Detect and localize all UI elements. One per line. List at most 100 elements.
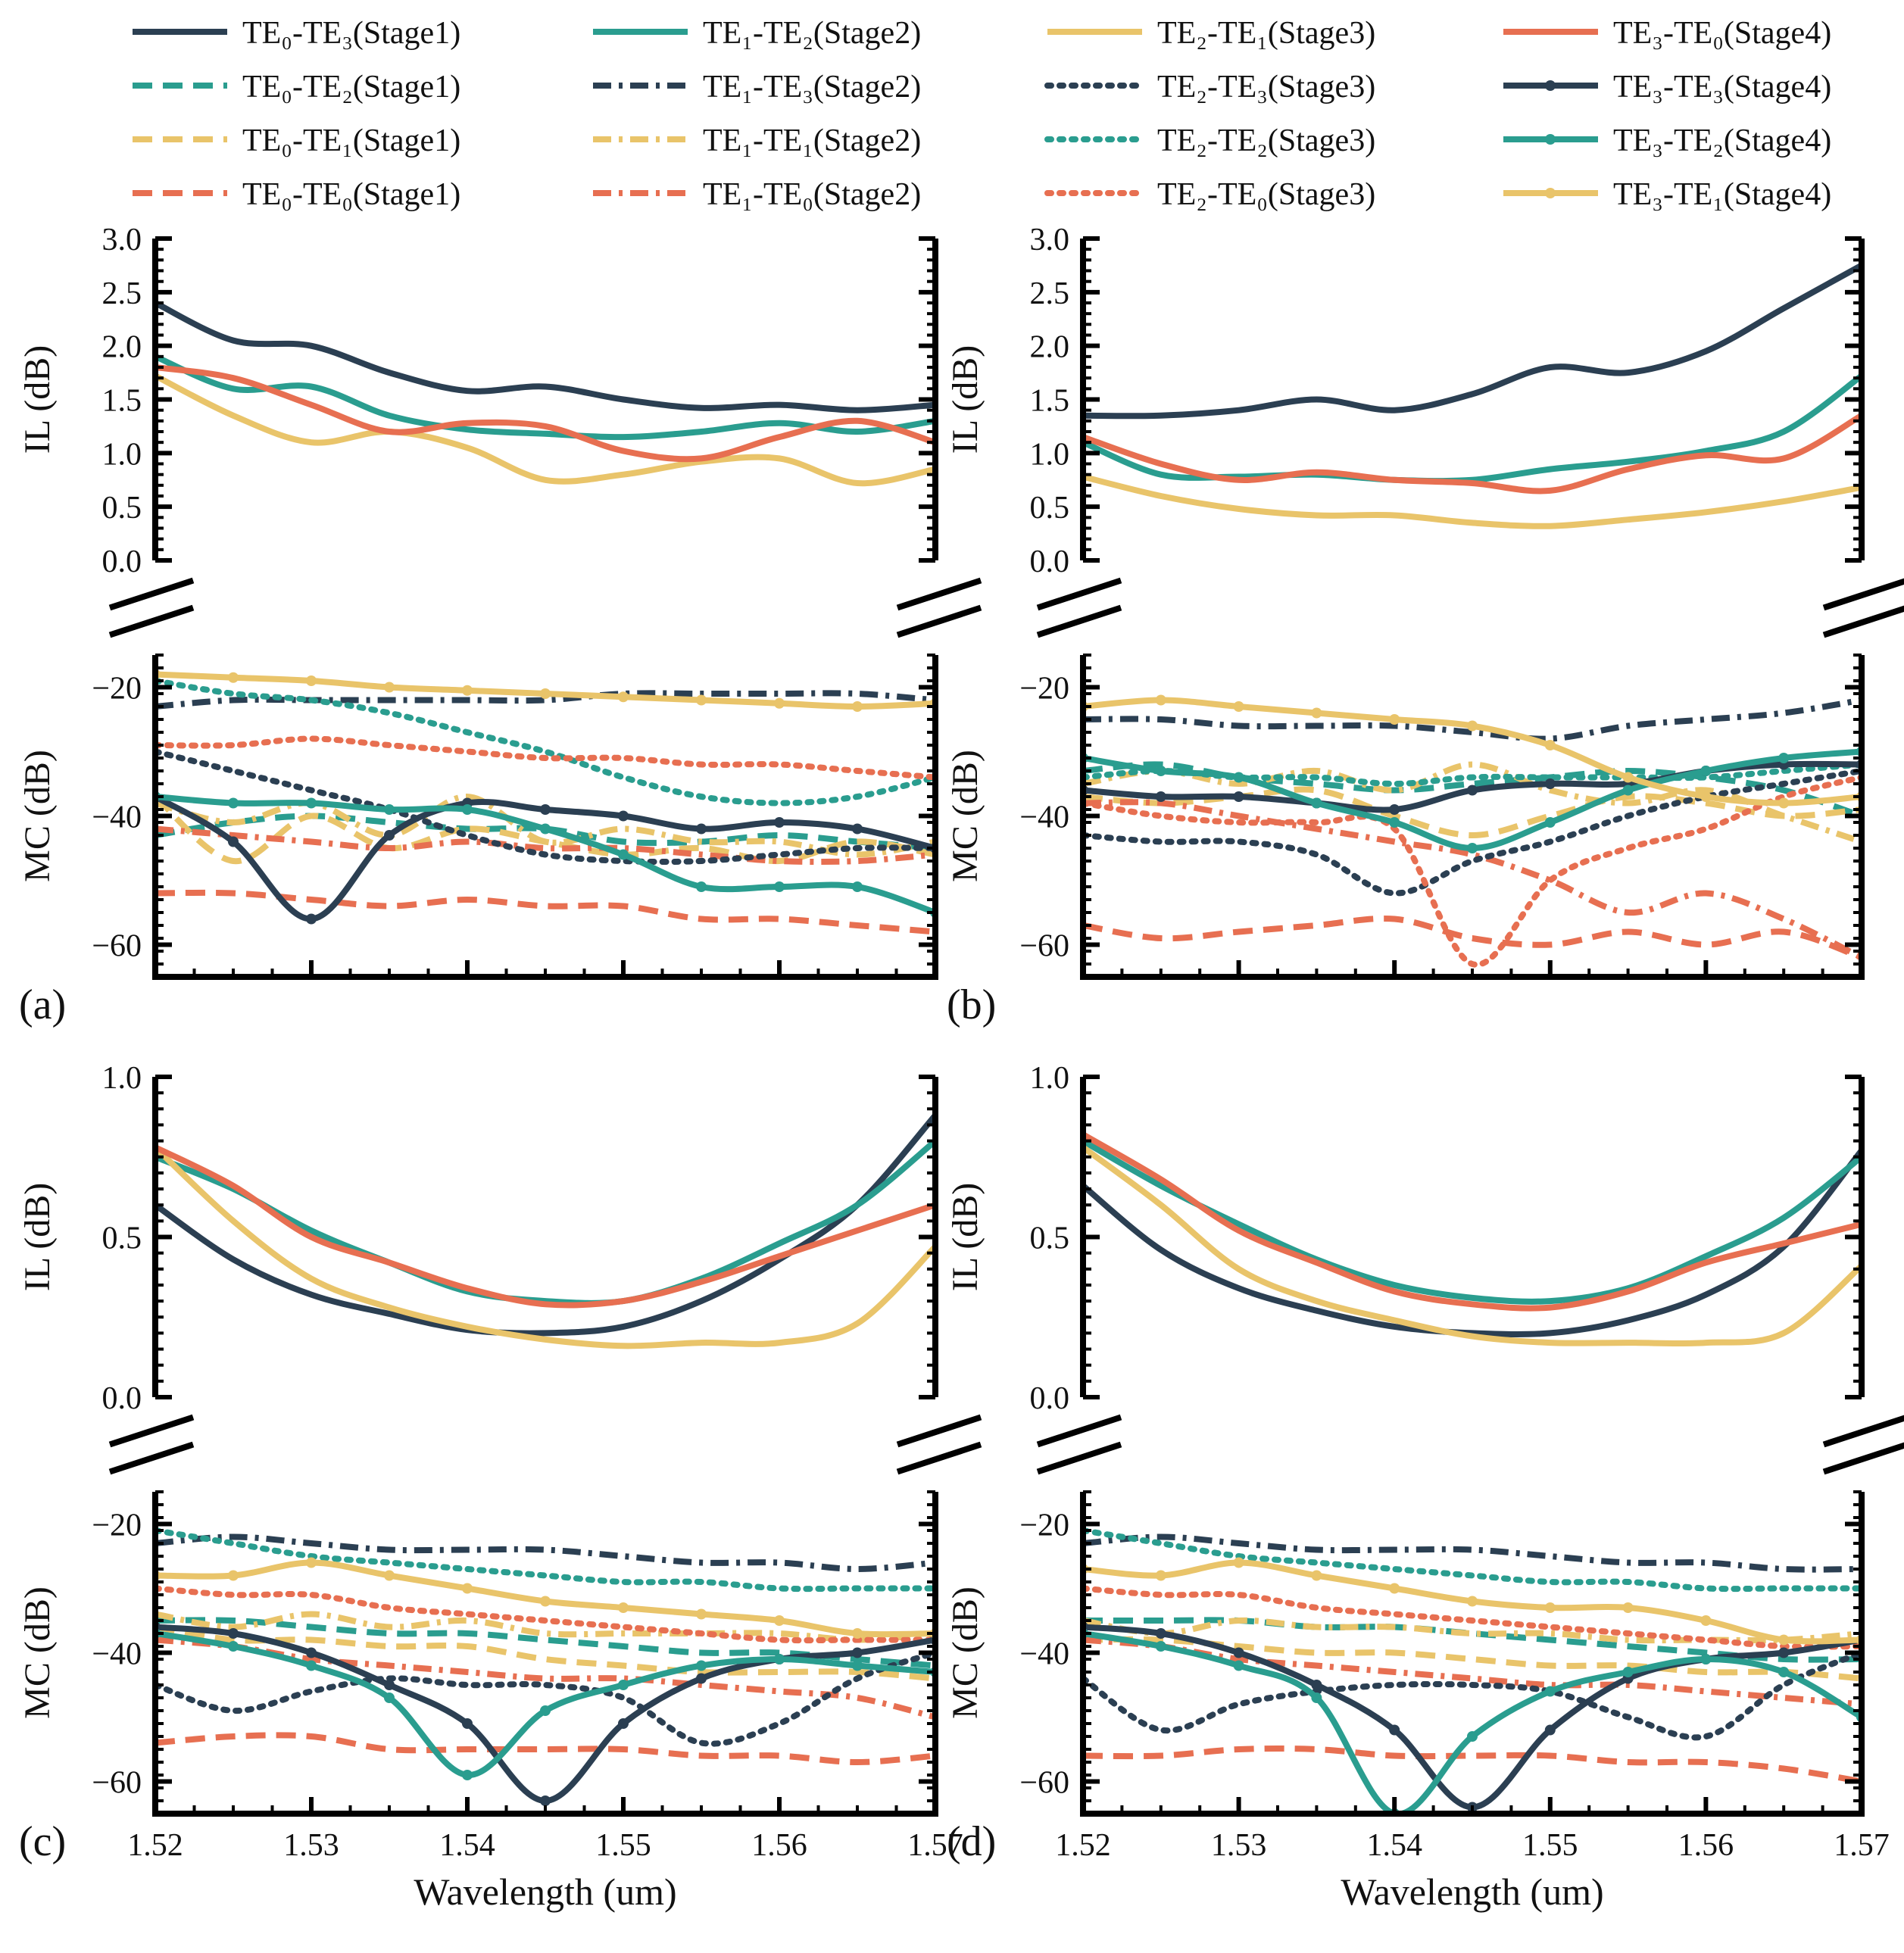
legend: TE₀-TE₃(Stage1) TE₀-TE₂(Stage1) TE₀-TE₁(St… bbox=[133, 16, 1831, 212]
series-marker bbox=[228, 1641, 239, 1652]
x-tick-label: 1.56 bbox=[751, 1828, 807, 1863]
series-line bbox=[155, 889, 935, 935]
series-marker bbox=[1700, 766, 1712, 776]
series-marker bbox=[306, 913, 317, 925]
series-marker bbox=[1544, 778, 1556, 789]
panel-label: (c) bbox=[19, 1818, 66, 1865]
legend-label: TE₁-TE₀(Stage2) bbox=[703, 177, 921, 212]
axis-break-mark bbox=[108, 1441, 195, 1475]
series-marker bbox=[306, 675, 317, 686]
series-marker bbox=[1544, 1724, 1556, 1736]
legend-label: TE₂-TE₀(Stage3) bbox=[1157, 177, 1375, 212]
series-marker bbox=[1700, 1615, 1712, 1626]
series-marker bbox=[1700, 791, 1712, 802]
axis-break-mark bbox=[108, 577, 195, 611]
x-tick-label: 1.54 bbox=[1366, 1828, 1422, 1863]
series-marker bbox=[462, 1583, 473, 1594]
legend-item: TE₀-TE₂(Stage1) bbox=[133, 70, 460, 105]
series-marker bbox=[1389, 1583, 1400, 1594]
y-tick-label: −20 bbox=[92, 1508, 142, 1543]
series-marker bbox=[696, 694, 707, 706]
x-tick-label: 1.52 bbox=[1055, 1828, 1111, 1863]
series-marker bbox=[540, 823, 551, 835]
series-marker bbox=[1778, 1634, 1790, 1646]
legend-marker bbox=[1545, 134, 1556, 145]
il-series-group bbox=[155, 300, 935, 487]
y-tick-label: 2.0 bbox=[1030, 330, 1070, 365]
panel-c: 0.0 0.5 1.0 −20 −40 −60 1.52 1.53 1.54 1.55 1.56 1.… bbox=[17, 1061, 982, 1913]
series-marker bbox=[1155, 1641, 1166, 1652]
series-marker bbox=[228, 672, 239, 683]
mc-series-group bbox=[1083, 694, 1862, 968]
series-marker bbox=[540, 1705, 551, 1716]
series-marker bbox=[1467, 1596, 1478, 1607]
axis-break-mark bbox=[108, 604, 195, 638]
series-marker bbox=[384, 804, 395, 815]
il-series-group bbox=[155, 1113, 935, 1349]
series-marker bbox=[1622, 785, 1634, 796]
legend-label: TE₃-TE₁(Stage4) bbox=[1613, 177, 1831, 212]
series-marker bbox=[774, 1654, 785, 1664]
il-series-group bbox=[1083, 1131, 1862, 1347]
series-marker bbox=[1233, 701, 1244, 712]
series-marker bbox=[1622, 1602, 1634, 1613]
series-marker bbox=[1622, 772, 1634, 783]
series-marker bbox=[1544, 1686, 1556, 1697]
series-marker bbox=[852, 823, 863, 835]
axis-break-mark bbox=[896, 577, 982, 611]
series-line bbox=[1083, 1649, 1862, 1741]
y-tick-label: 1.0 bbox=[102, 1061, 142, 1096]
series-marker bbox=[1544, 817, 1556, 828]
x-tick-label: 1.57 bbox=[907, 1828, 963, 1863]
series-line bbox=[1083, 761, 1862, 845]
series-marker bbox=[1467, 720, 1478, 732]
axis-break-mark bbox=[1822, 1442, 1904, 1475]
series-marker bbox=[1467, 843, 1478, 853]
y-tick-label: 0.5 bbox=[1030, 1221, 1070, 1256]
mc-axis-label: MC (dB) bbox=[17, 1586, 58, 1719]
series-line bbox=[155, 1649, 935, 1747]
series-marker bbox=[1622, 1667, 1634, 1677]
series-marker bbox=[462, 804, 473, 815]
y-tick-label: 1.5 bbox=[102, 384, 142, 419]
series-marker bbox=[774, 817, 785, 828]
series-line bbox=[155, 1113, 935, 1337]
y-tick-label: 0.5 bbox=[1030, 491, 1070, 526]
series-line bbox=[1083, 799, 1862, 961]
y-tick-label: −60 bbox=[92, 1766, 142, 1801]
legend-item: TE₀-TE₀(Stage1) bbox=[133, 177, 460, 212]
y-tick-label: −40 bbox=[92, 1637, 142, 1672]
axis-break-mark bbox=[1822, 1415, 1904, 1448]
series-marker bbox=[1311, 797, 1322, 809]
legend-label: TE₂-TE₁(Stage3) bbox=[1157, 16, 1375, 51]
series-marker bbox=[618, 810, 629, 822]
series-marker bbox=[228, 836, 239, 847]
panel-b: 0.0 0.5 1.0 1.5 2.0 2.5 3.0 −20 −40 −60 IL (dB) MC … bbox=[945, 223, 1904, 1028]
y-tick-label: 0.0 bbox=[1030, 544, 1070, 579]
series-line bbox=[1083, 1745, 1862, 1785]
mc-axis-label: MC (dB) bbox=[945, 1586, 985, 1719]
series-marker bbox=[852, 701, 863, 712]
series-line bbox=[1083, 1148, 1862, 1338]
series-marker bbox=[618, 1680, 629, 1690]
legend-item: TE₃-TE₃(Stage4) bbox=[1503, 70, 1831, 105]
series-marker bbox=[540, 1596, 551, 1607]
series-marker bbox=[228, 797, 239, 809]
y-tick-label: 3.0 bbox=[102, 223, 142, 257]
legend-marker bbox=[1545, 80, 1556, 91]
series-marker bbox=[1778, 1667, 1790, 1677]
x-tick-label: 1.54 bbox=[439, 1828, 495, 1863]
series-marker bbox=[696, 1608, 707, 1620]
y-tick-label: 1.0 bbox=[1030, 437, 1070, 472]
il-axis-label: IL (dB) bbox=[17, 1183, 58, 1292]
series-marker bbox=[852, 1647, 863, 1658]
il-axis-label: IL (dB) bbox=[17, 345, 58, 454]
legend-item: TE₃-TE₂(Stage4) bbox=[1503, 123, 1831, 158]
series-marker bbox=[1544, 740, 1556, 750]
legend-label: TE₁-TE₃(Stage2) bbox=[703, 70, 921, 105]
series-marker bbox=[852, 881, 863, 892]
series-line bbox=[1083, 768, 1862, 897]
series-marker bbox=[1233, 1557, 1244, 1568]
series-marker bbox=[462, 1718, 473, 1729]
